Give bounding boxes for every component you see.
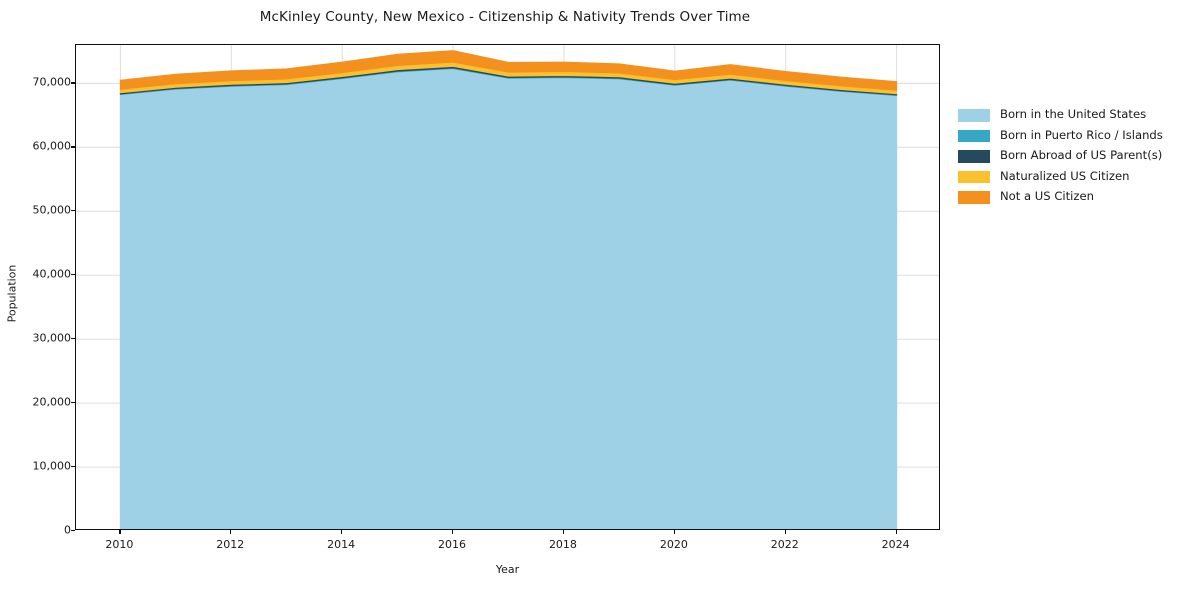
y-tick-label: 10,000 [32, 459, 72, 473]
x-tick-mark [452, 530, 454, 534]
x-tick-label: 2024 [881, 538, 910, 551]
legend-color-swatch [958, 109, 990, 122]
chart-legend: Born in the United States Born in Puerto … [958, 105, 1186, 208]
legend-item[interactable]: Born Abroad of US Parent(s) [958, 146, 1186, 167]
x-tick-mark [341, 530, 343, 534]
x-tick-mark [230, 530, 232, 534]
x-tick-label: 2016 [438, 538, 467, 551]
y-tick-label: 60,000 [32, 139, 72, 153]
x-tick-mark [673, 530, 676, 534]
area-band [119, 68, 898, 529]
legend-label: Naturalized US Citizen [1000, 168, 1130, 183]
y-axis: 0 10,000 20,000 30,000 40,000 50,000 60,000 70,… [3, 44, 75, 537]
x-tick-mark [119, 530, 121, 534]
x-tick-mark [895, 530, 897, 534]
legend-item[interactable]: Naturalized US Citizen [958, 167, 1186, 188]
y-tick-mark [71, 530, 75, 532]
legend-item[interactable]: Born in Puerto Rico / Islands [958, 126, 1186, 147]
y-tick-label: 20,000 [32, 395, 72, 409]
legend-item[interactable]: Born in the United States [958, 105, 1186, 126]
y-tick-mark [71, 146, 75, 148]
x-tick-label: 2010 [105, 538, 134, 551]
legend-color-swatch [958, 150, 990, 163]
x-axis: 2010 2012 2014 2016 2018 2020 2022 2024 [75, 530, 940, 560]
x-tick-mark [784, 530, 786, 534]
legend-color-swatch [958, 170, 990, 183]
legend-label: Born in the United States [1000, 107, 1147, 122]
y-tick-mark [71, 274, 75, 276]
x-tick-label: 2018 [548, 538, 577, 551]
legend-label: Born Abroad of US Parent(s) [1000, 148, 1163, 163]
stacked-area-svg [76, 45, 939, 529]
legend-label: Not a US Citizen [1000, 189, 1094, 204]
y-tick-mark [71, 338, 75, 340]
y-tick-label: 70,000 [32, 75, 72, 89]
y-axis-label: Population [5, 264, 19, 323]
y-tick-label: 40,000 [32, 267, 72, 281]
plot-frame [75, 44, 940, 530]
legend-item[interactable]: Not a US Citizen [958, 187, 1186, 208]
y-tick-label: 0 [64, 523, 71, 537]
plot-area [75, 44, 940, 530]
y-tick-mark [71, 82, 75, 84]
y-tick-mark [71, 210, 75, 212]
y-tick-label: 30,000 [32, 331, 72, 345]
x-axis-label: Year [495, 563, 520, 576]
y-tick-label: 50,000 [32, 203, 72, 217]
legend-label: Born in Puerto Rico / Islands [1000, 127, 1163, 142]
x-tick-mark [562, 530, 565, 534]
x-tick-label: 2012 [216, 538, 245, 551]
x-tick-label: 2014 [327, 538, 356, 551]
legend-color-swatch [958, 191, 990, 204]
chart-title: McKinley County, New Mexico - Citizenshi… [259, 9, 751, 25]
x-tick-label: 2022 [770, 538, 799, 551]
area-band [119, 50, 898, 91]
y-tick-mark [71, 466, 75, 468]
y-tick-mark [71, 402, 75, 404]
legend-color-swatch [958, 129, 990, 142]
x-tick-label: 2020 [659, 538, 688, 551]
